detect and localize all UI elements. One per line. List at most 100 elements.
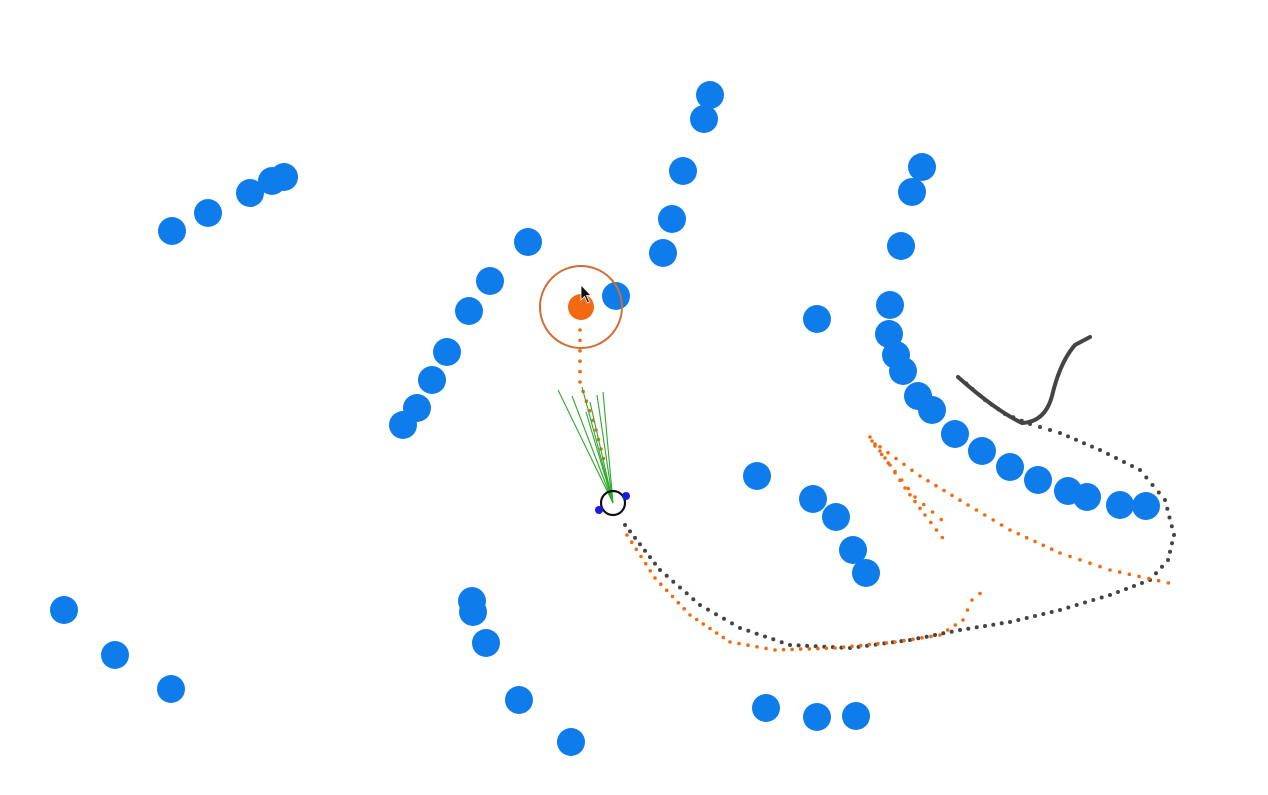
planned-path-dot bbox=[1127, 572, 1132, 577]
planned-path-dot bbox=[918, 506, 922, 511]
obstacle-dot bbox=[887, 232, 915, 260]
planned-path-dot bbox=[878, 445, 882, 449]
planned-path-dot bbox=[974, 508, 979, 512]
planned-path-dot bbox=[1016, 532, 1021, 536]
traveled-path-dot bbox=[1108, 593, 1112, 597]
traveled-path-dot bbox=[1116, 590, 1120, 594]
planned-path-dot bbox=[578, 369, 582, 374]
goal-ring bbox=[539, 265, 623, 349]
planned-path-dot bbox=[945, 628, 950, 632]
planned-path-dot bbox=[701, 622, 706, 626]
obstacle-dot bbox=[852, 559, 880, 587]
planned-path-dot bbox=[893, 640, 897, 644]
traveled-path-dot bbox=[941, 631, 946, 636]
traveled-path-dot bbox=[643, 548, 647, 553]
sensor-ray bbox=[589, 401, 614, 504]
sensor-ray bbox=[596, 394, 614, 504]
traveled-path-dot bbox=[706, 607, 710, 612]
traveled-path-dot bbox=[1048, 428, 1052, 432]
planned-path-dot bbox=[991, 518, 995, 522]
obstacle-dot bbox=[158, 217, 186, 245]
planned-path-dot bbox=[625, 533, 629, 537]
planned-path-dot bbox=[648, 569, 653, 573]
planned-path-dot bbox=[961, 618, 965, 622]
traveled-path-dot bbox=[1170, 541, 1174, 546]
planned-path-dot bbox=[1049, 547, 1054, 551]
obstacle-dot bbox=[194, 199, 222, 227]
planned-path-dot bbox=[1166, 581, 1171, 585]
traveled-path-dot bbox=[974, 625, 979, 630]
traveled-path-dot bbox=[633, 535, 637, 540]
obstacle-dot bbox=[50, 596, 78, 624]
planned-path-dot bbox=[1024, 535, 1029, 540]
obstacle-dot bbox=[602, 282, 630, 310]
obstacle-dot bbox=[839, 536, 867, 564]
traveled-path-dot bbox=[788, 643, 792, 647]
planned-path-dot bbox=[876, 641, 880, 646]
traveled-path-dot bbox=[1091, 598, 1096, 602]
planned-path-dot bbox=[913, 499, 917, 504]
planned-path-dot bbox=[798, 647, 803, 651]
planned-path-dot bbox=[920, 636, 924, 640]
traveled-path-dot bbox=[1074, 437, 1078, 442]
planned-path-dot bbox=[886, 450, 890, 455]
traveled-path-dot bbox=[638, 542, 642, 547]
planned-path-dot bbox=[1108, 568, 1112, 572]
planned-path-dot bbox=[1137, 574, 1141, 579]
traveled-path-dot bbox=[933, 633, 937, 637]
traveled-path-dot bbox=[1008, 620, 1012, 624]
traveled-path-dot bbox=[623, 523, 627, 527]
obstacle-dot bbox=[270, 163, 298, 191]
planned-path-dot bbox=[1068, 554, 1072, 559]
traveled-path-dot bbox=[1066, 605, 1071, 610]
planned-path-dot bbox=[1088, 561, 1092, 565]
planned-path-dot bbox=[953, 623, 958, 627]
planned-path-dot bbox=[929, 634, 933, 639]
traveled-path-dot bbox=[991, 622, 996, 627]
traveled-path-dot bbox=[730, 621, 734, 626]
traveled-path-dot bbox=[805, 643, 810, 648]
obstacle-dot bbox=[505, 686, 533, 714]
traveled-path-dot bbox=[1122, 460, 1126, 464]
sensor-ray bbox=[602, 391, 614, 504]
planned-path-dot bbox=[908, 493, 912, 497]
traveled-path-dot bbox=[1106, 452, 1110, 456]
traveled-path-dot bbox=[983, 624, 987, 628]
traveled-path-dot bbox=[1033, 614, 1037, 618]
planned-path-dot bbox=[894, 456, 898, 461]
obstacle-dot bbox=[433, 338, 461, 366]
robot-sensor-right bbox=[622, 492, 630, 500]
planned-path-dot bbox=[893, 469, 897, 474]
traveled-path-dot bbox=[691, 597, 696, 602]
traveled-path-dot bbox=[796, 643, 801, 648]
planned-path-dot bbox=[899, 478, 904, 482]
traveled-path-dot bbox=[924, 634, 929, 639]
traveled-path-dot bbox=[1041, 612, 1046, 616]
mouse-pointer-icon bbox=[580, 284, 592, 304]
planned-path-dot bbox=[913, 495, 917, 499]
planned-path-dot bbox=[858, 643, 863, 648]
planned-path-dot bbox=[1117, 570, 1122, 574]
planned-path-dot bbox=[884, 641, 889, 645]
planned-path-dot bbox=[883, 456, 887, 460]
traveled-path-dot bbox=[779, 640, 784, 645]
planned-path-dot bbox=[1041, 543, 1046, 548]
traveled-path-dot bbox=[678, 585, 682, 590]
obstacle-dot bbox=[472, 629, 500, 657]
planned-path-dot bbox=[910, 468, 914, 473]
sensor-rays bbox=[557, 386, 614, 504]
planned-path-dot bbox=[868, 435, 872, 439]
traveled-path-dot bbox=[1163, 498, 1167, 502]
sensor-ray bbox=[557, 389, 614, 504]
traveled-path-dot bbox=[722, 616, 726, 621]
planned-path-dot bbox=[781, 647, 786, 652]
planned-path-dot bbox=[950, 493, 954, 498]
traveled-path-dot bbox=[738, 626, 742, 630]
planned-path-dot bbox=[578, 359, 582, 364]
planned-path-dot bbox=[737, 641, 741, 646]
obstacle-dot bbox=[459, 598, 487, 626]
planned-path-dot bbox=[659, 582, 663, 586]
planned-path-dot bbox=[653, 576, 657, 580]
traveled-path-dot bbox=[1038, 425, 1042, 429]
